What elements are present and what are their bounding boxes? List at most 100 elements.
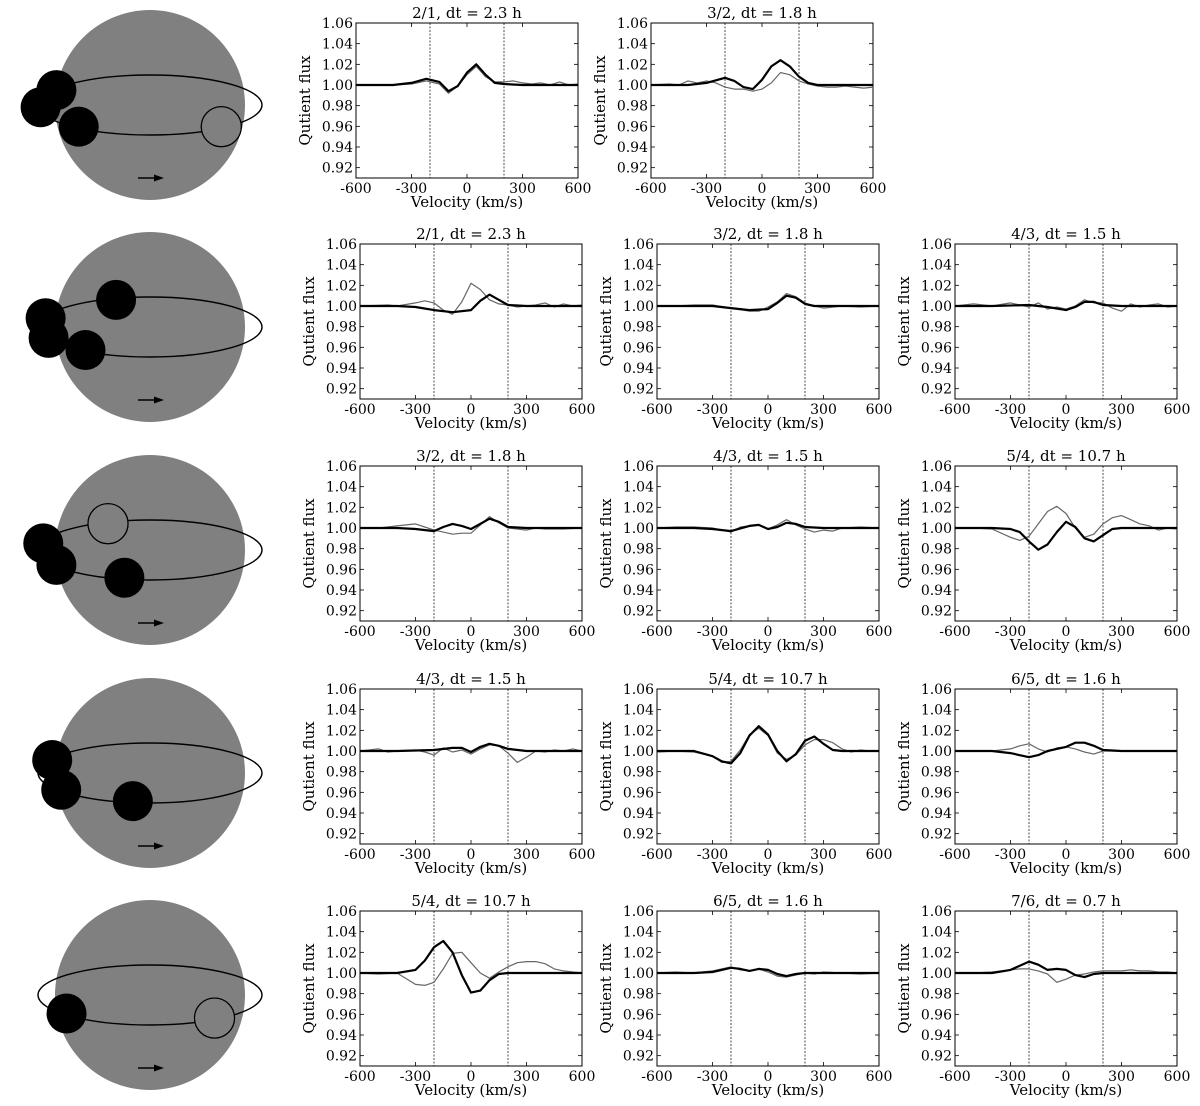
y-tick-label: 1.00 xyxy=(623,521,654,537)
y-tick-label: 0.96 xyxy=(623,1007,654,1023)
y-tick-label: 0.92 xyxy=(623,382,654,398)
y-tick-label: 1.06 xyxy=(623,682,654,698)
spot-4 xyxy=(96,279,137,320)
y-tick-label: 0.98 xyxy=(921,320,952,336)
spot-orbit-ellipse xyxy=(37,964,263,1026)
rotation-arrow-head xyxy=(154,396,164,404)
observed-line xyxy=(651,71,873,92)
y-tick-label: 0.92 xyxy=(326,827,357,843)
y-tick-label: 0.96 xyxy=(322,119,353,135)
y-tick-label: 0.92 xyxy=(921,382,952,398)
y-tick-label: 1.06 xyxy=(623,904,654,920)
x-tick-label: 0 xyxy=(764,402,773,418)
panel-r4c2: 5/4, dt = 10.7 h 1.06 1.04 1.02 1.00 0.98 0.96… xyxy=(597,670,892,877)
x-tick-label: 600 xyxy=(1164,624,1191,640)
x-tick-label: 0 xyxy=(1062,624,1071,640)
y-tick-label: 1.00 xyxy=(322,78,353,94)
y-tick-label: 1.00 xyxy=(326,521,357,537)
observed-line xyxy=(955,968,1177,983)
plot-frame xyxy=(656,243,880,400)
x-tick-label: 600 xyxy=(569,1069,596,1085)
observed-line xyxy=(360,515,582,535)
y-axis-label: Qutient flux xyxy=(597,498,615,589)
y-axis-label: Qutient flux xyxy=(597,943,615,1034)
x-tick-label: -300 xyxy=(697,1069,728,1085)
y-tick-label: 1.00 xyxy=(326,299,357,315)
y-tick-label: 1.00 xyxy=(921,299,952,315)
x-axis-label: Velocity (km/s) xyxy=(414,859,527,877)
y-axis-label: Qutient flux xyxy=(591,55,609,146)
plot-frame xyxy=(650,22,874,179)
x-tick-label: 0 xyxy=(764,847,773,863)
x-tick-label: -600 xyxy=(641,402,672,418)
x-tick-label: 0 xyxy=(764,624,773,640)
star-diagram-3 xyxy=(23,455,263,645)
x-tick-label: 300 xyxy=(804,181,831,197)
x-tick-label: -600 xyxy=(641,1069,672,1085)
spot-3 xyxy=(25,298,66,339)
plot-frame xyxy=(355,22,579,179)
y-tick-label: 0.92 xyxy=(623,604,654,620)
y-tick-label: 1.02 xyxy=(921,500,952,516)
plot-frame xyxy=(954,243,1178,400)
x-tick-label: 600 xyxy=(866,847,893,863)
y-axis-label: Qutient flux xyxy=(895,276,913,367)
y-tick-label: 1.02 xyxy=(326,945,357,961)
y-tick-label: 1.04 xyxy=(921,925,952,941)
x-tick-label: -600 xyxy=(939,847,970,863)
x-tick-label: 600 xyxy=(569,624,596,640)
y-tick-label: 1.06 xyxy=(921,237,952,253)
x-tick-label: -300 xyxy=(697,847,728,863)
x-tick-label: -300 xyxy=(995,1069,1026,1085)
x-tick-label: 0 xyxy=(1062,847,1071,863)
x-tick-label: 300 xyxy=(810,847,837,863)
x-axis-label: Velocity (km/s) xyxy=(711,1081,824,1099)
x-tick-label: 0 xyxy=(1062,1069,1071,1085)
y-tick-label: 1.00 xyxy=(921,966,952,982)
model-line xyxy=(657,725,879,765)
star-disk xyxy=(55,232,245,422)
y-axis-label: Qutient flux xyxy=(597,721,615,812)
observed-line xyxy=(360,951,582,987)
y-tick-label: 0.98 xyxy=(921,542,952,558)
y-tick-label: 1.02 xyxy=(921,723,952,739)
y-axis-label: Qutient flux xyxy=(895,498,913,589)
x-tick-label: 300 xyxy=(509,181,536,197)
y-tick-label: 0.98 xyxy=(623,320,654,336)
panel-title: 6/5, dt = 1.6 h xyxy=(1011,670,1121,688)
y-tick-label: 0.94 xyxy=(326,1028,357,1044)
y-tick-label: 1.04 xyxy=(322,37,353,53)
y-tick-label: 1.02 xyxy=(623,723,654,739)
y-tick-label: 1.02 xyxy=(623,945,654,961)
star-disk xyxy=(55,678,245,868)
panel-title: 4/3, dt = 1.5 h xyxy=(1011,225,1121,243)
x-tick-label: 0 xyxy=(467,624,476,640)
y-tick-label: 1.02 xyxy=(921,278,952,294)
y-tick-label: 0.94 xyxy=(623,361,654,377)
x-tick-label: -600 xyxy=(641,847,672,863)
x-tick-label: 600 xyxy=(569,402,596,418)
plot-frame xyxy=(359,243,583,400)
y-tick-label: 0.96 xyxy=(623,562,654,578)
y-tick-label: 0.94 xyxy=(623,806,654,822)
y-axis-label: Qutient flux xyxy=(895,721,913,812)
y-tick-label: 0.96 xyxy=(326,1007,357,1023)
y-axis-label: Qutient flux xyxy=(296,55,314,146)
plot-frame xyxy=(656,910,880,1067)
star-disk xyxy=(55,455,245,645)
x-axis-label: Velocity (km/s) xyxy=(414,636,527,654)
panel-title: 5/4, dt = 10.7 h xyxy=(1006,447,1126,465)
y-axis-label: Qutient flux xyxy=(300,498,318,589)
x-tick-label: -300 xyxy=(396,181,427,197)
y-tick-label: 1.00 xyxy=(326,966,357,982)
x-tick-label: -300 xyxy=(697,624,728,640)
y-tick-label: 1.00 xyxy=(623,299,654,315)
star-disk xyxy=(55,10,245,200)
y-tick-label: 1.06 xyxy=(326,459,357,475)
model-line xyxy=(360,293,582,314)
panel-r2c2: 3/2, dt = 1.8 h 1.06 1.04 1.02 1.00 0.98 0.96 0… xyxy=(597,225,892,432)
y-tick-label: 0.98 xyxy=(326,320,357,336)
y-tick-label: 0.94 xyxy=(921,583,952,599)
y-tick-label: 0.94 xyxy=(921,361,952,377)
